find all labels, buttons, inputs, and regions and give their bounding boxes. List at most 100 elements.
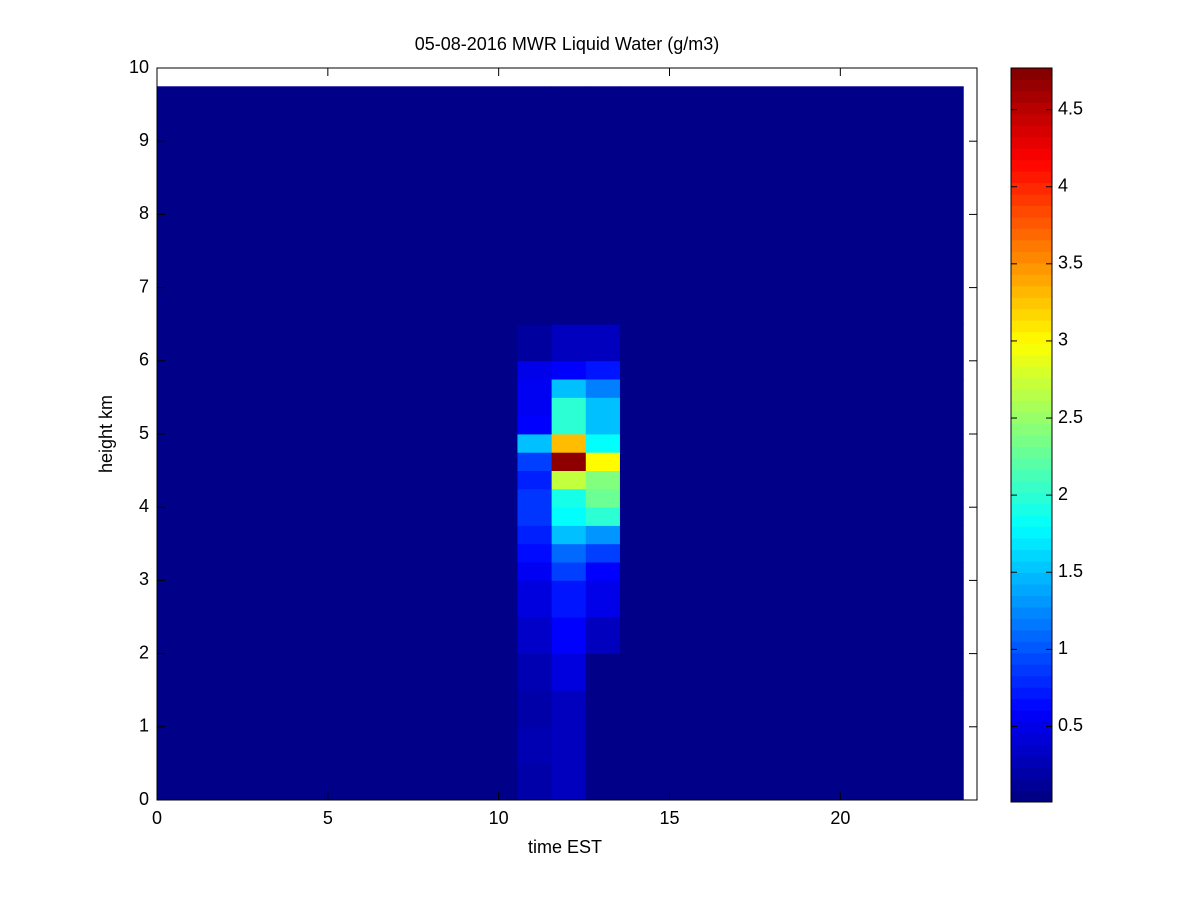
y-tick-label: 0 xyxy=(139,789,149,809)
heatmap-cell xyxy=(551,452,587,471)
heatmap-cell xyxy=(157,86,518,325)
colorbar-swatch xyxy=(1011,480,1052,493)
colorbar-swatch xyxy=(1011,687,1052,700)
heatmap-cell xyxy=(585,415,621,435)
heatmap-cell xyxy=(517,562,553,581)
heatmap-cell xyxy=(517,360,553,380)
heatmap-cell xyxy=(157,324,518,362)
heatmap-cell xyxy=(517,415,553,435)
colorbar-swatch xyxy=(1011,710,1052,723)
colorbar-swatch xyxy=(1011,652,1052,665)
colorbar-swatch xyxy=(1011,572,1052,585)
heatmap-cell xyxy=(517,763,553,801)
colorbar-tick-label: 2.5 xyxy=(1058,407,1083,427)
colorbar-swatch xyxy=(1011,90,1052,103)
x-tick-label: 5 xyxy=(323,808,333,828)
heatmap-cell xyxy=(551,507,587,526)
colorbar-swatch xyxy=(1011,262,1052,275)
colorbar-swatch xyxy=(1011,285,1052,298)
colorbar-tick-label: 1.5 xyxy=(1058,561,1083,581)
colorbar-swatch xyxy=(1011,767,1052,780)
y-tick-label: 7 xyxy=(139,276,149,296)
colorbar-swatch xyxy=(1011,228,1052,241)
colorbar-swatch xyxy=(1011,629,1052,642)
heatmap-cell xyxy=(585,726,621,764)
heatmap-cell xyxy=(619,726,964,764)
heatmap-cell xyxy=(157,543,518,563)
colorbar-swatch xyxy=(1011,343,1052,356)
colorbar-swatch xyxy=(1011,423,1052,436)
colorbar-swatch xyxy=(1011,251,1052,264)
heatmap-cell xyxy=(619,543,964,563)
colorbar-swatch xyxy=(1011,308,1052,321)
heatmap-cell xyxy=(517,690,553,728)
heatmap-cell xyxy=(517,726,553,764)
heatmap-cell xyxy=(585,86,621,325)
colorbar-swatch xyxy=(1011,113,1052,126)
colorbar-swatch xyxy=(1011,182,1052,195)
heatmap-cell xyxy=(157,470,518,490)
heatmap-cell xyxy=(585,379,621,398)
colorbar-swatch xyxy=(1011,331,1052,344)
heatmap-cell xyxy=(585,525,621,545)
colorbar-swatch xyxy=(1011,503,1052,516)
heatmap-cell xyxy=(157,379,518,398)
heatmap-cell xyxy=(157,397,518,417)
colorbar-swatch xyxy=(1011,148,1052,161)
heatmap-cell xyxy=(619,580,964,618)
heatmap-cell xyxy=(517,507,553,526)
colorbar-swatch xyxy=(1011,136,1052,149)
heatmap-cell xyxy=(517,617,553,654)
colorbar-swatch xyxy=(1011,721,1052,734)
x-axis-label: time EST xyxy=(528,837,602,857)
heatmap-cell xyxy=(585,397,621,417)
heatmap-cell xyxy=(157,726,518,764)
heatmap-cell xyxy=(157,360,518,380)
heatmap-cell xyxy=(585,580,621,618)
y-tick-label: 8 xyxy=(139,203,149,223)
colorbar-swatch xyxy=(1011,194,1052,207)
heatmap-cell xyxy=(585,562,621,581)
heatmap-cell xyxy=(619,653,964,691)
heatmap-cell xyxy=(585,543,621,563)
colorbar-swatch xyxy=(1011,68,1052,80)
colorbar-swatch xyxy=(1011,446,1052,459)
colorbar-swatch xyxy=(1011,457,1052,470)
x-tick-label: 10 xyxy=(489,808,509,828)
heatmap-cell xyxy=(619,488,964,508)
heatmap-cell xyxy=(517,580,553,618)
heatmap-cell xyxy=(517,324,553,362)
colorbar-swatch xyxy=(1011,584,1052,596)
colorbar-swatch xyxy=(1011,354,1052,367)
heatmap-cell xyxy=(157,525,518,545)
colorbar-swatch xyxy=(1011,607,1052,619)
heatmap-cell xyxy=(551,690,587,728)
colorbar-swatch xyxy=(1011,779,1052,791)
colorbar-swatch xyxy=(1011,171,1052,184)
colorbar-swatch xyxy=(1011,412,1052,424)
heatmap-cell xyxy=(619,415,964,435)
colorbar-swatch xyxy=(1011,274,1052,287)
heatmap-cell xyxy=(585,434,621,453)
y-axis-label: height km xyxy=(96,395,116,473)
colorbar-tick-label: 1 xyxy=(1058,638,1068,658)
x-tick-label: 15 xyxy=(659,808,679,828)
colorbar-swatch xyxy=(1011,389,1052,401)
heatmap-cell xyxy=(551,470,587,490)
heatmap-cell xyxy=(157,452,518,471)
colorbar-tick-label: 3 xyxy=(1058,330,1068,350)
colorbar-swatch xyxy=(1011,366,1052,379)
heatmap-cell xyxy=(585,690,621,728)
colorbar-swatch xyxy=(1011,595,1052,608)
colorbar-swatch xyxy=(1011,675,1052,688)
heatmap-cell xyxy=(157,488,518,508)
colorbar-swatch xyxy=(1011,664,1052,677)
colorbar-tick-label: 3.5 xyxy=(1058,253,1083,273)
x-tick-label: 20 xyxy=(830,808,850,828)
colorbar-swatch xyxy=(1011,159,1052,172)
y-tick-label: 5 xyxy=(139,423,149,443)
heatmap-cell xyxy=(585,488,621,508)
heatmap-cell xyxy=(551,397,587,417)
y-tick-label: 10 xyxy=(129,57,149,77)
